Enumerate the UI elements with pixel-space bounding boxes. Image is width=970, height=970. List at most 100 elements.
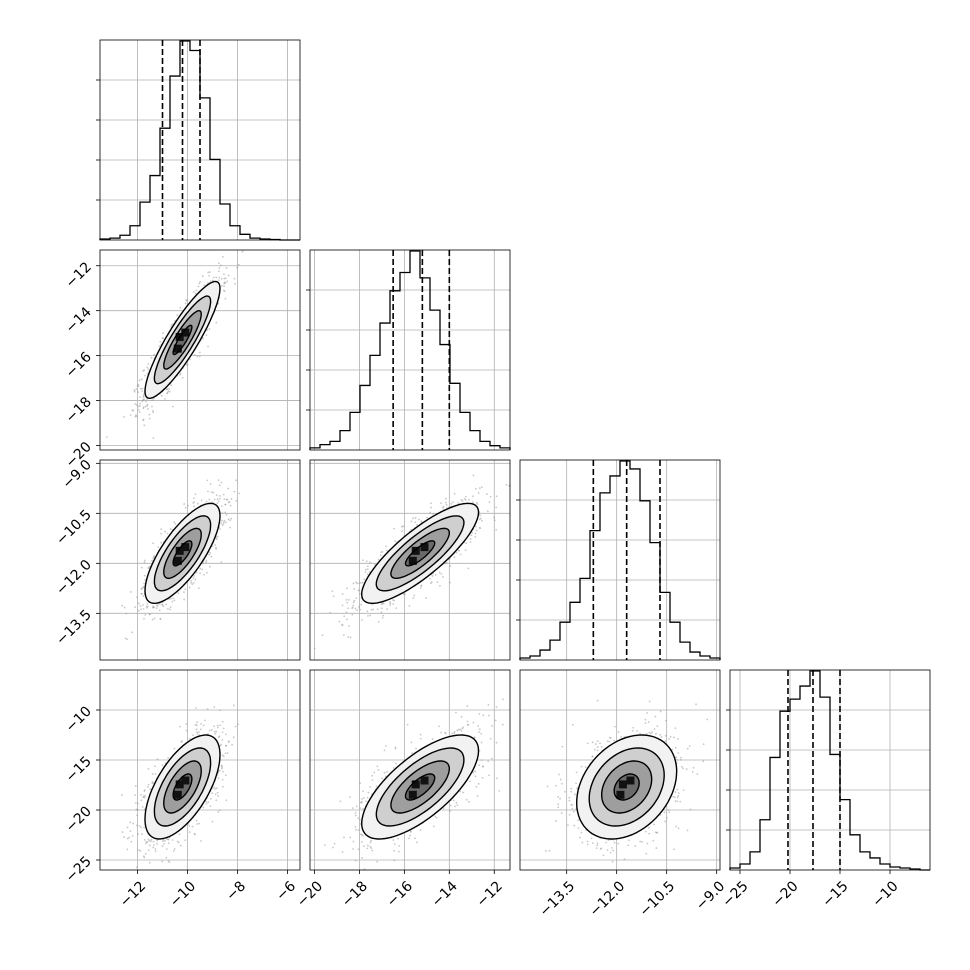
scatter-point (140, 799, 143, 802)
contour-line (404, 540, 436, 567)
scatter-point (146, 366, 149, 369)
scatter-point (440, 502, 442, 505)
scatter-point (364, 571, 367, 574)
scatter-point (122, 415, 125, 418)
scatter-point (358, 582, 360, 585)
scatter-point (144, 842, 147, 845)
scatter-point (222, 521, 225, 523)
scatter-point (139, 605, 142, 607)
scatter-point (170, 384, 173, 386)
scatter-point (178, 833, 181, 836)
scatter-point (153, 555, 155, 558)
scatter-point (126, 837, 129, 840)
scatter-point (417, 518, 420, 521)
scatter-point (210, 555, 213, 558)
marginal-panel-3 (516, 460, 721, 660)
scatter-point (208, 274, 211, 277)
scatter-point (183, 598, 186, 601)
scatter-point (134, 403, 137, 405)
scatter-point (134, 606, 137, 609)
scatter-point (475, 501, 478, 504)
scatter-point (184, 588, 187, 591)
contour-line (153, 515, 212, 592)
scatter-point (432, 513, 434, 515)
scatter-point (121, 604, 124, 607)
scatter-point (217, 777, 220, 779)
scatter-point (149, 788, 152, 791)
scatter-point (505, 483, 508, 486)
scatter-point (224, 297, 227, 300)
scatter-point (438, 571, 441, 574)
scatter-point (367, 614, 369, 617)
scatter-point (198, 822, 201, 825)
scatter-point (412, 597, 415, 600)
scatter-point (358, 606, 361, 609)
scatter-point (233, 277, 236, 280)
scatter-point (495, 506, 498, 509)
scatter-point (331, 590, 334, 593)
scatter-point (208, 553, 211, 556)
scatter-point (464, 495, 467, 498)
scatter-point (416, 524, 418, 526)
scatter-point (474, 532, 477, 535)
scatter-point (229, 519, 231, 522)
scatter-point (363, 578, 366, 581)
scatter-point (321, 634, 324, 637)
scatter-point (369, 614, 372, 617)
scatter-point (170, 323, 173, 326)
scatter-point (217, 262, 220, 265)
scatter-point (217, 270, 220, 273)
scatter-point (386, 549, 388, 552)
scatter-point (431, 575, 434, 577)
scatter-point (481, 519, 483, 522)
scatter-point (216, 498, 219, 501)
scatter-point (143, 574, 146, 577)
scatter-point (217, 795, 220, 797)
scatter-point (215, 276, 218, 279)
scatter-point (371, 603, 374, 606)
scatter-point (220, 519, 223, 522)
scatter-point (365, 560, 368, 563)
scatter-point (449, 581, 451, 584)
scatter-point (153, 353, 156, 356)
scatter-point (215, 494, 218, 497)
scatter-point (233, 490, 236, 493)
histogram-step (729, 670, 930, 871)
contour-line (172, 324, 193, 356)
scatter-point (158, 345, 161, 348)
scatter-point (464, 549, 467, 552)
scatter-point (159, 617, 162, 620)
scatter-point (368, 561, 371, 564)
scatter-point (211, 501, 214, 504)
scatter-point (381, 550, 384, 553)
scatter-point (495, 495, 498, 498)
scatter-point (188, 586, 191, 589)
scatter-point (389, 601, 391, 603)
scatter-point (455, 551, 458, 554)
scatter-point (133, 390, 136, 393)
scatter-point (161, 603, 164, 606)
scatter-point (221, 720, 224, 723)
scatter-point (478, 526, 481, 529)
scatter-point (341, 604, 344, 607)
scatter-point (438, 584, 441, 587)
scatter-point (148, 413, 151, 416)
scatter-point (393, 527, 395, 530)
scatter-point (472, 495, 474, 498)
scatter-point (230, 498, 233, 500)
scatter-point (158, 602, 161, 605)
scatter-point (168, 388, 170, 390)
contour-line (144, 502, 221, 605)
scatter-point (173, 599, 176, 602)
scatter-point (135, 415, 138, 418)
scatter-point (226, 498, 229, 501)
contour-line (163, 310, 202, 370)
scatter-point (146, 603, 149, 605)
scatter-point (151, 559, 153, 562)
scatter-point (152, 606, 155, 609)
scatter-point (225, 799, 228, 802)
scatter-point (143, 561, 146, 564)
scatter-point (413, 594, 416, 597)
scatter-point (196, 732, 199, 735)
scatter-point (207, 490, 209, 493)
